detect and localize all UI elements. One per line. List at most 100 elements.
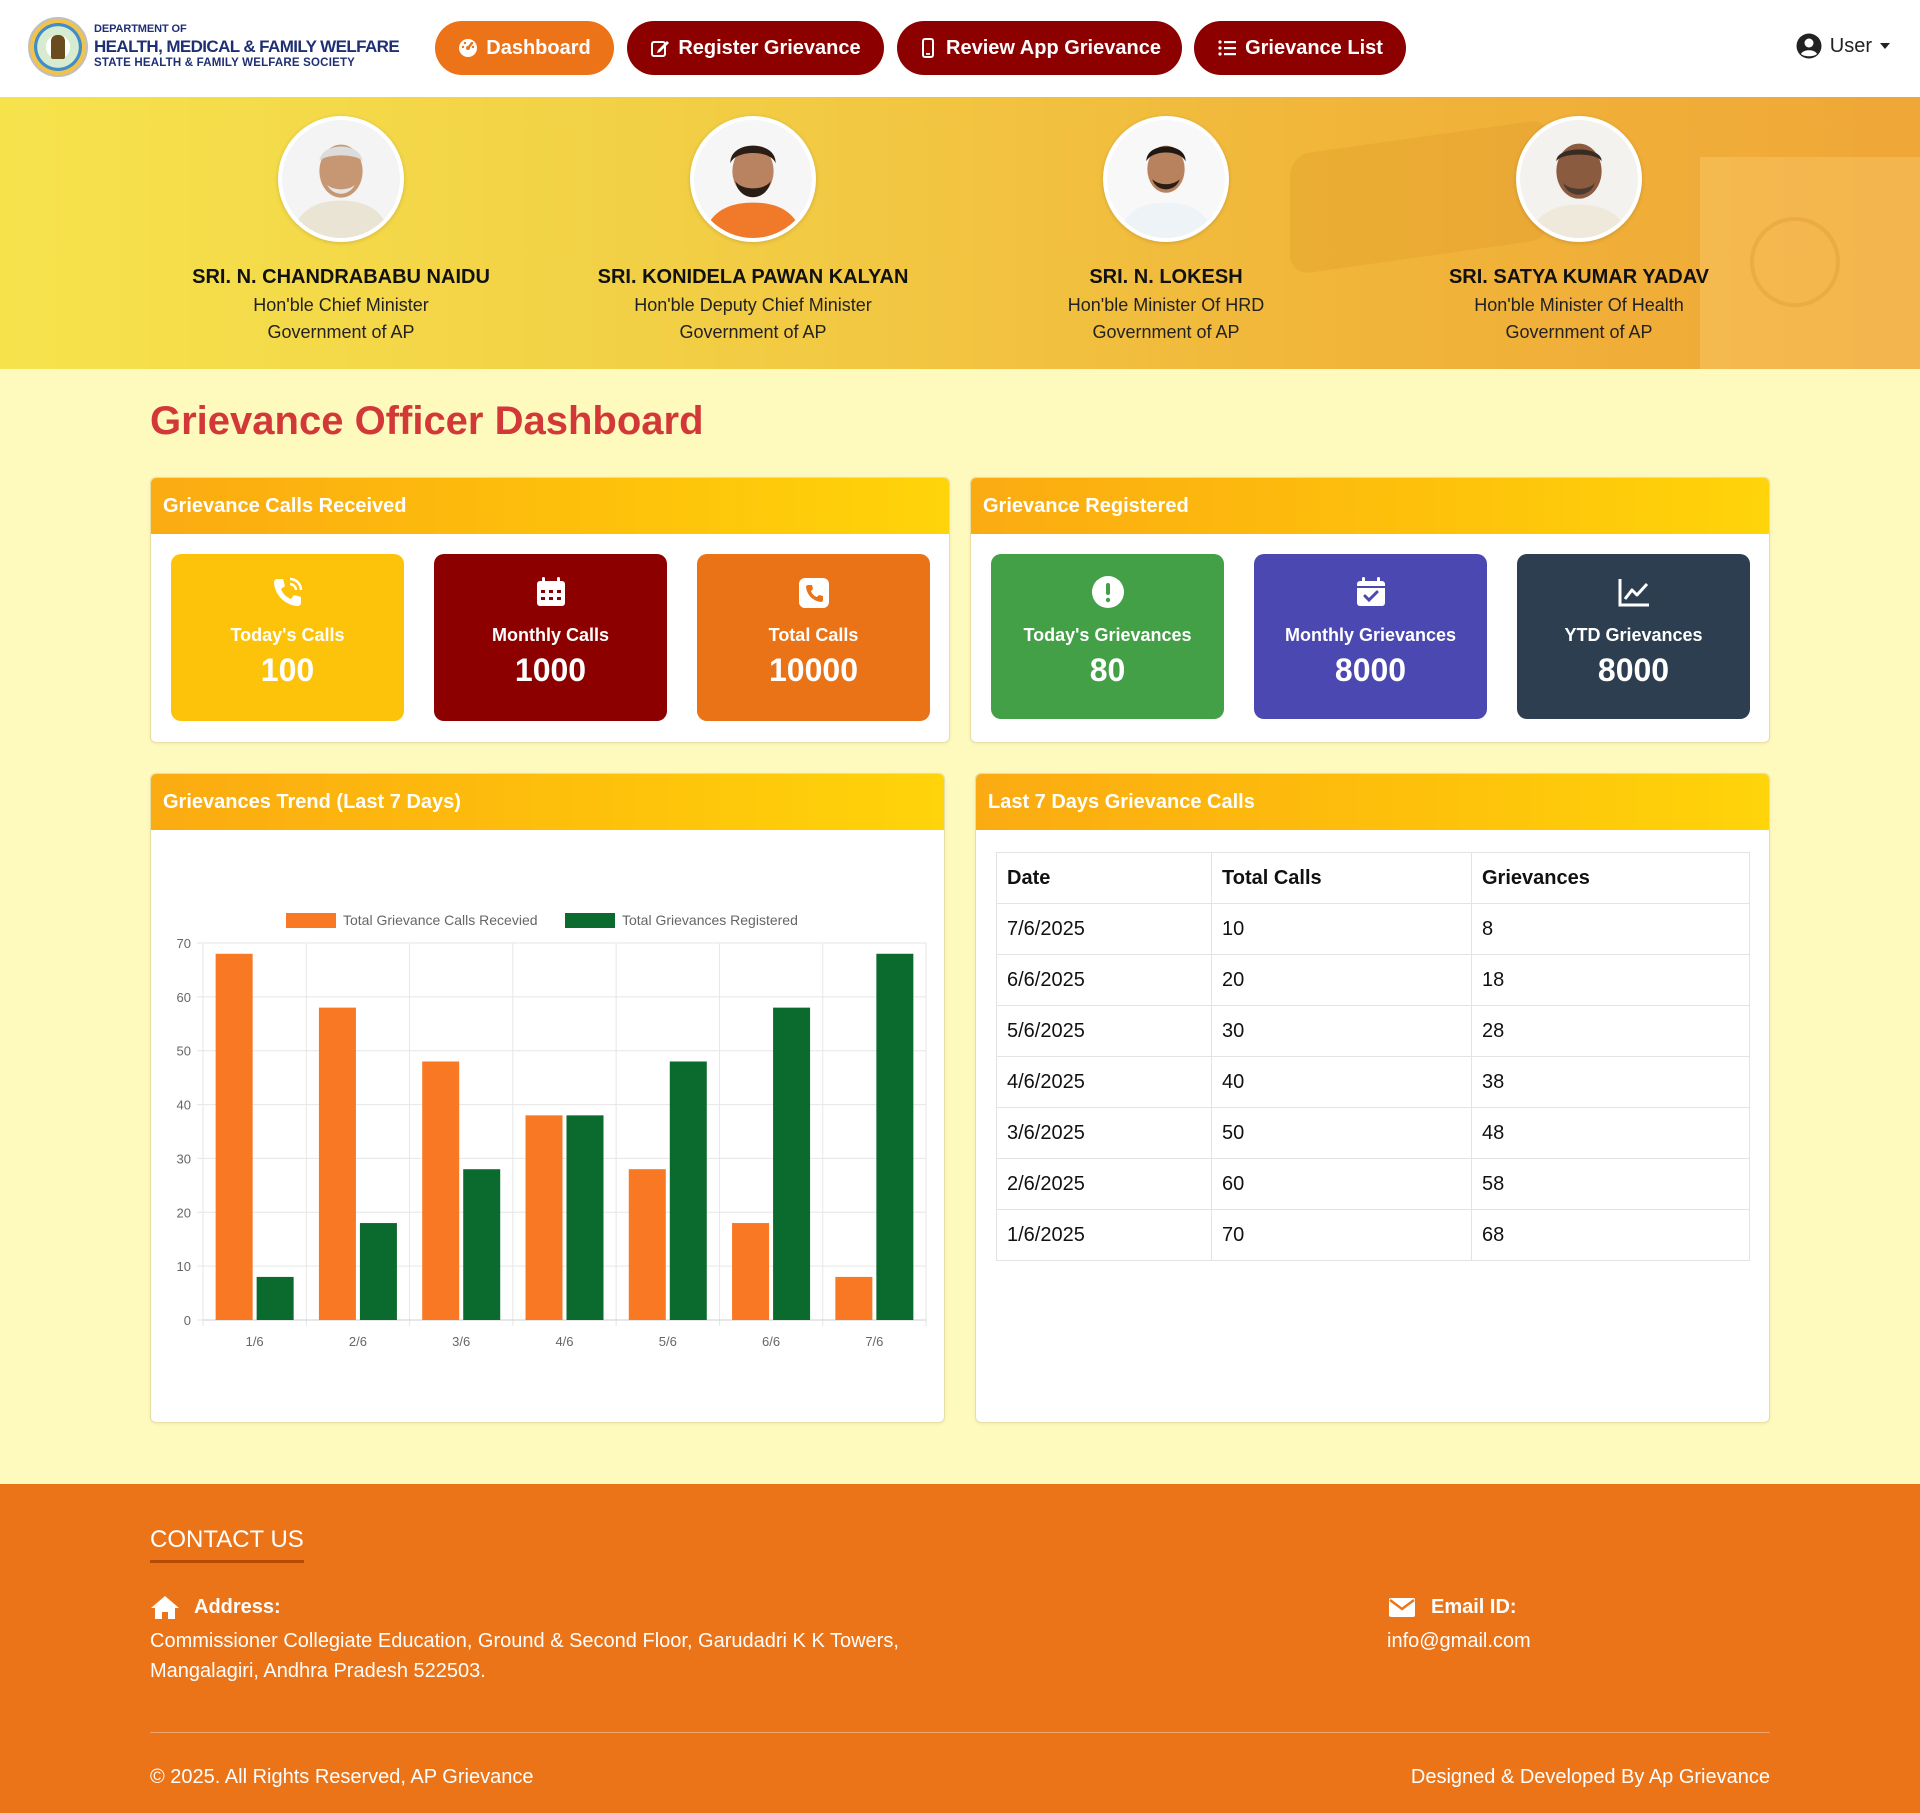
table-row: 1/6/2025 70 68 xyxy=(996,1209,1750,1261)
logo-line-1: DEPARTMENT OF xyxy=(94,23,187,36)
cell-date: 6/6/2025 xyxy=(996,954,1212,1006)
leader-card: SRI. N. CHANDRABABU NAIDU Hon'ble Chief … xyxy=(161,116,521,343)
top-navbar: DEPARTMENT OF HEALTH, MEDICAL & FAMILY W… xyxy=(0,0,1920,97)
stat-value: 1000 xyxy=(514,652,587,688)
todays-calls-stat[interactable]: Today's Calls 100 xyxy=(171,554,404,721)
list-icon xyxy=(1218,40,1237,56)
x-tick-label: 2/6 xyxy=(349,1334,367,1349)
grievance-calls-card: Grievance Calls Received Today's Calls 1… xyxy=(150,477,950,743)
leader-photo xyxy=(278,116,404,242)
card-title: Grievances Trend (Last 7 Days) xyxy=(151,774,944,830)
chevron-down-icon xyxy=(1880,43,1890,49)
cell-grievances: 8 xyxy=(1471,903,1750,955)
cell-total-calls: 50 xyxy=(1211,1107,1472,1159)
gauge-icon xyxy=(459,39,478,57)
email-label: Email ID: xyxy=(1431,1595,1517,1618)
bar-grievances-registered xyxy=(359,1223,397,1320)
x-tick-label: 1/6 xyxy=(246,1334,264,1349)
y-tick-label: 50 xyxy=(177,1044,191,1059)
leader-government: Government of AP xyxy=(267,322,415,342)
legend-label: Total Grievance Calls Recevied xyxy=(343,912,538,928)
total-calls-stat[interactable]: Total Calls 10000 xyxy=(697,554,930,721)
bar-grievances-registered xyxy=(773,1007,811,1320)
state-emblem-icon xyxy=(28,17,88,77)
logo-line-3: STATE HEALTH & FAMILY WELFARE SOCIETY xyxy=(94,57,356,70)
table-row: 7/6/2025 10 8 xyxy=(996,903,1750,955)
y-tick-label: 40 xyxy=(177,1098,191,1113)
ytd-grievances-stat[interactable]: YTD Grievances 8000 xyxy=(1517,554,1750,719)
address-label: Address: xyxy=(194,1595,281,1618)
grievances-trend-card: Grievances Trend (Last 7 Days) 0 10 20 30 40… xyxy=(150,773,945,1423)
page-title: Grievance Officer Dashboard xyxy=(150,399,704,443)
user-menu-label: User xyxy=(1829,34,1872,57)
x-tick-label: 7/6 xyxy=(865,1334,883,1349)
cell-total-calls: 70 xyxy=(1211,1209,1472,1261)
legend-swatch xyxy=(565,913,615,928)
cell-grievances: 68 xyxy=(1471,1209,1750,1261)
monthly-grievances-stat[interactable]: Monthly Grievances 8000 xyxy=(1254,554,1487,719)
stat-label: Today's Calls xyxy=(230,625,345,645)
table-row: 5/6/2025 30 28 xyxy=(996,1005,1750,1057)
monthly-calls-stat[interactable]: Monthly Calls 1000 xyxy=(434,554,667,721)
logo-line-2: HEALTH, MEDICAL & FAMILY WELFARE xyxy=(94,37,400,57)
leader-photo xyxy=(1103,116,1229,242)
column-header-grievances: Grievances xyxy=(1471,852,1750,904)
nav-review-app-grievance-label: Review App Grievance xyxy=(946,36,1161,59)
cell-total-calls: 30 xyxy=(1211,1005,1472,1057)
leader-government: Government of AP xyxy=(1092,322,1240,342)
legend-swatch xyxy=(286,913,336,928)
nav-review-app-grievance-button[interactable]: Review App Grievance xyxy=(897,21,1182,75)
leader-name: SRI. N. CHANDRABABU NAIDU xyxy=(192,266,490,288)
user-menu-dropdown[interactable]: User xyxy=(1796,33,1890,59)
cell-date: 7/6/2025 xyxy=(996,903,1212,955)
y-tick-label: 0 xyxy=(184,1313,191,1328)
nav-dashboard-label: Dashboard xyxy=(486,36,591,59)
stat-value: 8000 xyxy=(1597,652,1670,688)
bar-grievances-registered xyxy=(463,1169,501,1320)
email-link[interactable]: info@gmail.com xyxy=(1387,1630,1531,1652)
nav-register-grievance-button[interactable]: Register Grievance xyxy=(627,21,884,75)
leader-role: Hon'ble Deputy Chief Minister xyxy=(634,295,872,315)
leader-card: SRI. KONIDELA PAWAN KALYAN Hon'ble Deput… xyxy=(573,116,933,343)
legend-label: Total Grievances Registered xyxy=(622,912,798,928)
y-tick-label: 20 xyxy=(177,1205,191,1220)
phone-volume-icon xyxy=(273,577,302,606)
address-line-2: Mangalagiri, Andhra Pradesh 522503. xyxy=(150,1660,486,1682)
bar-grievances-registered xyxy=(566,1115,604,1320)
cell-date: 4/6/2025 xyxy=(996,1056,1212,1108)
table-header-row: Date Total Calls Grievances xyxy=(996,852,1750,904)
cell-date: 2/6/2025 xyxy=(996,1158,1212,1210)
card-title: Last 7 Days Grievance Calls xyxy=(976,774,1769,830)
footer: CONTACT US Address: Commissioner Collegi… xyxy=(0,1484,1920,1813)
contact-us-heading: CONTACT US xyxy=(150,1526,304,1563)
cell-date: 1/6/2025 xyxy=(996,1209,1212,1261)
card-title: Grievance Registered xyxy=(971,478,1769,534)
nav-dashboard-button[interactable]: Dashboard xyxy=(435,21,614,75)
bar-calls-received xyxy=(628,1169,666,1320)
y-tick-label: 70 xyxy=(177,936,191,951)
cell-grievances: 58 xyxy=(1471,1158,1750,1210)
email-heading: Email ID: xyxy=(1387,1594,1517,1620)
mobile-icon xyxy=(922,38,935,58)
banner-clock-decoration xyxy=(1750,217,1840,307)
column-header-date: Date xyxy=(996,852,1212,904)
bar-calls-received xyxy=(835,1276,873,1320)
stat-value: 80 xyxy=(1089,652,1126,688)
stat-value: 100 xyxy=(260,652,315,688)
table-row: 6/6/2025 20 18 xyxy=(996,954,1750,1006)
department-logo[interactable]: DEPARTMENT OF HEALTH, MEDICAL & FAMILY W… xyxy=(28,17,400,77)
leader-photo xyxy=(690,116,816,242)
leader-name: SRI. KONIDELA PAWAN KALYAN xyxy=(597,266,909,288)
bar-calls-received xyxy=(318,1007,356,1320)
x-tick-label: 6/6 xyxy=(762,1334,780,1349)
y-tick-label: 30 xyxy=(177,1151,191,1166)
todays-grievances-stat[interactable]: Today's Grievances 80 xyxy=(991,554,1224,719)
last-7-days-calls-card: Last 7 Days Grievance Calls Date Total C… xyxy=(975,773,1770,1423)
nav-grievance-list-button[interactable]: Grievance List xyxy=(1194,21,1406,75)
leader-photo xyxy=(1516,116,1642,242)
cell-grievances: 28 xyxy=(1471,1005,1750,1057)
cell-total-calls: 40 xyxy=(1211,1056,1472,1108)
copyright-text: © 2025. All Rights Reserved, AP Grievanc… xyxy=(150,1766,534,1788)
table-row: 2/6/2025 60 58 xyxy=(996,1158,1750,1210)
leader-card: SRI. SATYA KUMAR YADAV Hon'ble Minister … xyxy=(1399,116,1759,343)
